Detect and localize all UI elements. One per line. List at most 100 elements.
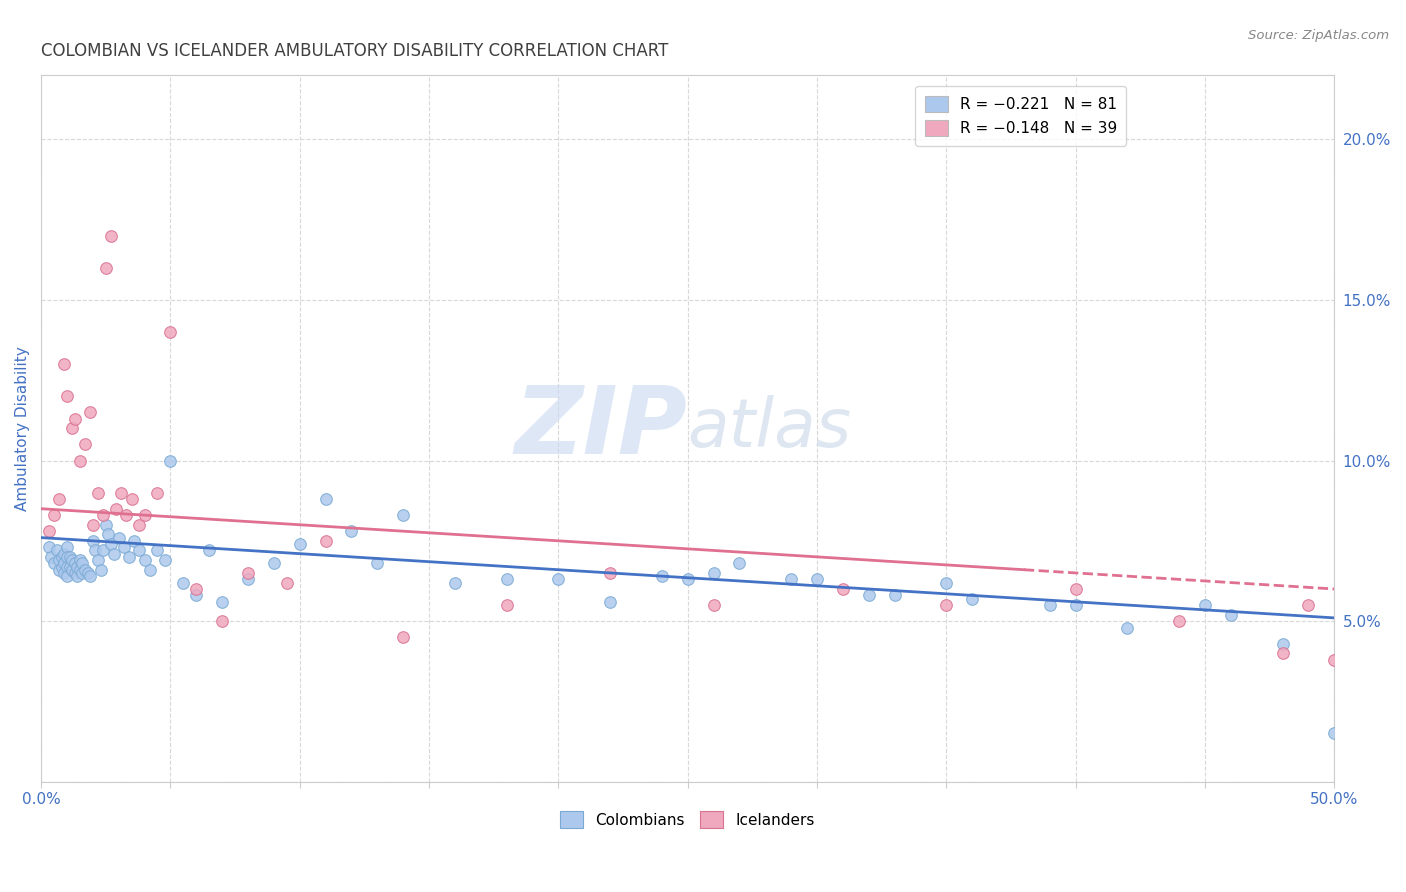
Point xyxy=(1194,598,1216,612)
Point xyxy=(53,566,76,580)
Point xyxy=(91,508,114,523)
Text: COLOMBIAN VS ICELANDER AMBULATORY DISABILITY CORRELATION CHART: COLOMBIAN VS ICELANDER AMBULATORY DISABI… xyxy=(41,42,668,60)
Point xyxy=(90,563,112,577)
Point xyxy=(51,549,73,564)
Point xyxy=(79,569,101,583)
Point xyxy=(72,566,94,580)
Point xyxy=(60,563,83,577)
Point xyxy=(599,566,621,580)
Point xyxy=(42,557,65,571)
Point xyxy=(82,533,104,548)
Point xyxy=(82,517,104,532)
Point xyxy=(94,260,117,275)
Point xyxy=(60,553,83,567)
Point xyxy=(121,492,143,507)
Point xyxy=(56,541,79,555)
Point xyxy=(58,549,80,564)
Point xyxy=(1064,598,1087,612)
Point xyxy=(1271,646,1294,660)
Point xyxy=(651,569,673,583)
Point xyxy=(883,589,905,603)
Point xyxy=(1064,582,1087,596)
Point xyxy=(58,559,80,574)
Point xyxy=(38,524,60,539)
Point xyxy=(75,563,97,577)
Point xyxy=(495,598,517,612)
Point xyxy=(146,543,169,558)
Point xyxy=(107,531,129,545)
Point xyxy=(38,541,60,555)
Point xyxy=(69,553,91,567)
Point xyxy=(100,537,122,551)
Point xyxy=(128,543,150,558)
Legend: Colombians, Icelanders: Colombians, Icelanders xyxy=(554,805,821,834)
Point xyxy=(1271,637,1294,651)
Point xyxy=(186,582,208,596)
Point xyxy=(69,563,91,577)
Point xyxy=(53,357,76,371)
Point xyxy=(112,541,135,555)
Point xyxy=(858,589,880,603)
Point xyxy=(84,543,107,558)
Point xyxy=(172,575,194,590)
Y-axis label: Ambulatory Disability: Ambulatory Disability xyxy=(15,346,30,511)
Point xyxy=(366,557,388,571)
Point xyxy=(1219,607,1241,622)
Point xyxy=(97,527,120,541)
Point xyxy=(780,573,803,587)
Point xyxy=(56,549,79,564)
Point xyxy=(155,553,177,567)
Point xyxy=(1298,598,1320,612)
Point xyxy=(60,421,83,435)
Point xyxy=(186,589,208,603)
Point xyxy=(134,508,156,523)
Point xyxy=(831,582,853,596)
Point xyxy=(960,591,983,606)
Point xyxy=(56,569,79,583)
Point xyxy=(45,543,67,558)
Point xyxy=(63,557,86,571)
Text: atlas: atlas xyxy=(688,395,852,461)
Point xyxy=(48,492,70,507)
Point xyxy=(87,485,110,500)
Point xyxy=(94,517,117,532)
Point xyxy=(76,566,98,580)
Point xyxy=(703,566,725,580)
Point xyxy=(91,543,114,558)
Point xyxy=(276,575,298,590)
Point xyxy=(444,575,467,590)
Point xyxy=(110,485,132,500)
Point xyxy=(236,566,259,580)
Point xyxy=(236,573,259,587)
Point xyxy=(79,405,101,419)
Point xyxy=(935,598,957,612)
Point xyxy=(63,566,86,580)
Point xyxy=(103,547,125,561)
Text: ZIP: ZIP xyxy=(515,383,688,475)
Point xyxy=(56,389,79,403)
Point xyxy=(159,325,181,339)
Point xyxy=(100,228,122,243)
Point xyxy=(72,557,94,571)
Point xyxy=(159,453,181,467)
Point xyxy=(48,553,70,567)
Point xyxy=(53,547,76,561)
Point xyxy=(392,630,415,644)
Point xyxy=(69,453,91,467)
Point xyxy=(676,573,699,587)
Point xyxy=(728,557,751,571)
Point xyxy=(599,595,621,609)
Point xyxy=(66,569,89,583)
Point xyxy=(211,595,233,609)
Point xyxy=(105,501,128,516)
Point xyxy=(41,549,63,564)
Point xyxy=(134,553,156,567)
Point xyxy=(340,524,363,539)
Point xyxy=(87,553,110,567)
Point xyxy=(56,559,79,574)
Point xyxy=(75,437,97,451)
Point xyxy=(392,508,415,523)
Point xyxy=(1323,652,1346,666)
Point xyxy=(935,575,957,590)
Point xyxy=(66,559,89,574)
